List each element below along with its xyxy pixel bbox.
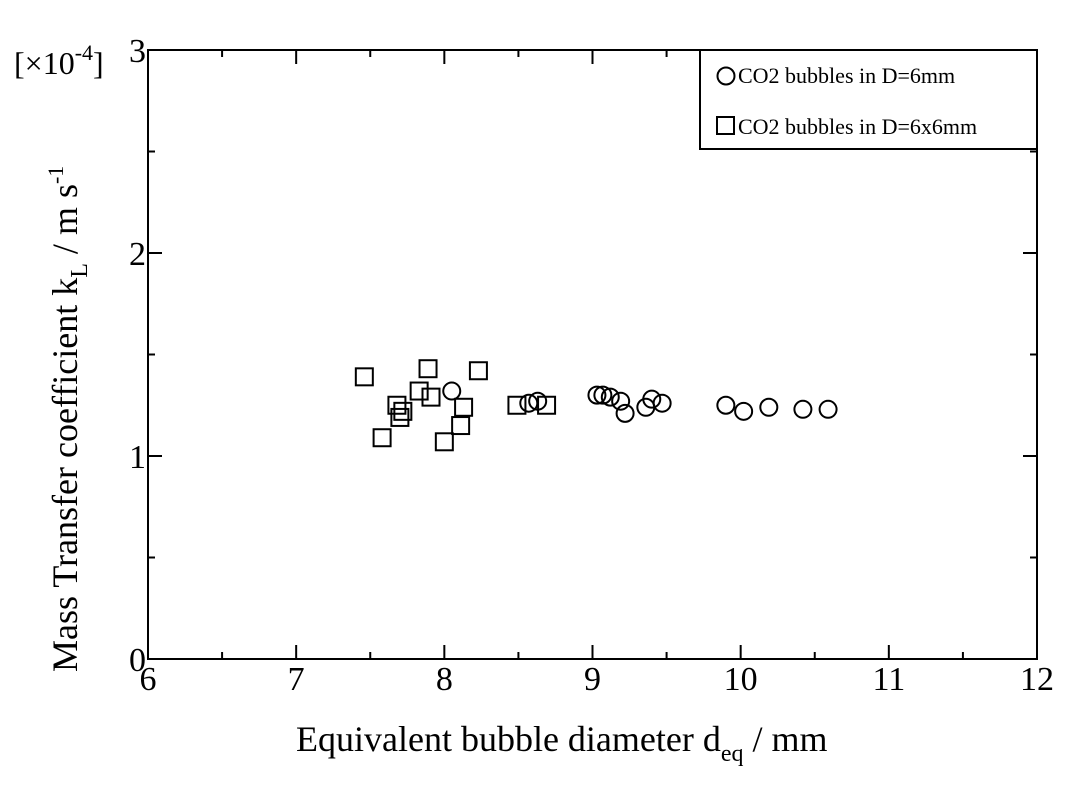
data-point-circle xyxy=(818,399,838,419)
data-point-square xyxy=(354,367,374,387)
x-tick-label: 6 xyxy=(140,661,157,698)
y-tick-label: 3 xyxy=(129,33,146,70)
data-point-circle xyxy=(652,393,672,413)
data-point-square xyxy=(507,395,527,415)
data-point-square xyxy=(451,416,471,436)
x-tick-label: 8 xyxy=(436,661,453,698)
data-point-circle xyxy=(611,391,631,411)
x-tick-label: 7 xyxy=(288,661,305,698)
data-point-circle xyxy=(587,385,607,405)
legend-square-icon xyxy=(716,116,735,135)
data-point-circle xyxy=(793,399,813,419)
legend-box xyxy=(699,49,1038,150)
y-axis-title: Mass Transfer coefficient kL / m s-1 xyxy=(43,166,93,672)
legend-circle-icon xyxy=(716,66,736,86)
data-point-circle xyxy=(759,397,779,417)
data-markers xyxy=(354,359,838,452)
data-point-square xyxy=(434,432,454,452)
x-tick-labels: 6 7 8 9 10 11 12 xyxy=(140,661,1055,698)
legend: CO2 bubbles in D=6mm CO2 bubbles in D=6x… xyxy=(699,49,1038,150)
y-tick-labels: 0 1 2 3 xyxy=(129,33,146,679)
data-point-square xyxy=(421,387,441,407)
data-point-square xyxy=(387,395,407,415)
legend-label-series-1: CO2 bubbles in D=6mm xyxy=(738,63,955,88)
data-point-square xyxy=(409,381,429,401)
y-multiplier-label: [×10-4] xyxy=(14,40,104,81)
data-point-square xyxy=(418,359,438,379)
data-point-square xyxy=(537,395,557,415)
data-point-circle xyxy=(615,403,635,423)
data-point-square xyxy=(468,361,488,381)
x-axis-title: Equivalent bubble diameter deq / mm xyxy=(296,719,828,767)
y-tick-label: 0 xyxy=(129,642,146,679)
data-point-circle xyxy=(600,387,620,407)
data-point-square xyxy=(390,407,410,427)
x-tick-label: 10 xyxy=(724,661,758,698)
data-point-circle xyxy=(442,381,462,401)
data-point-square xyxy=(454,397,474,417)
x-tick-label: 11 xyxy=(872,661,905,698)
x-tick-label: 12 xyxy=(1020,661,1054,698)
data-point-circle xyxy=(593,385,613,405)
legend-label-series-2: CO2 bubbles in D=6x6mm xyxy=(738,114,977,139)
data-point-circle xyxy=(716,395,736,415)
y-tick-label: 2 xyxy=(129,236,146,273)
data-point-circle xyxy=(734,401,754,421)
y-tick-label: 1 xyxy=(129,439,146,476)
x-tick-label: 9 xyxy=(584,661,601,698)
data-point-square xyxy=(372,428,392,448)
data-point-square xyxy=(393,401,413,421)
data-point-circle xyxy=(642,389,662,409)
